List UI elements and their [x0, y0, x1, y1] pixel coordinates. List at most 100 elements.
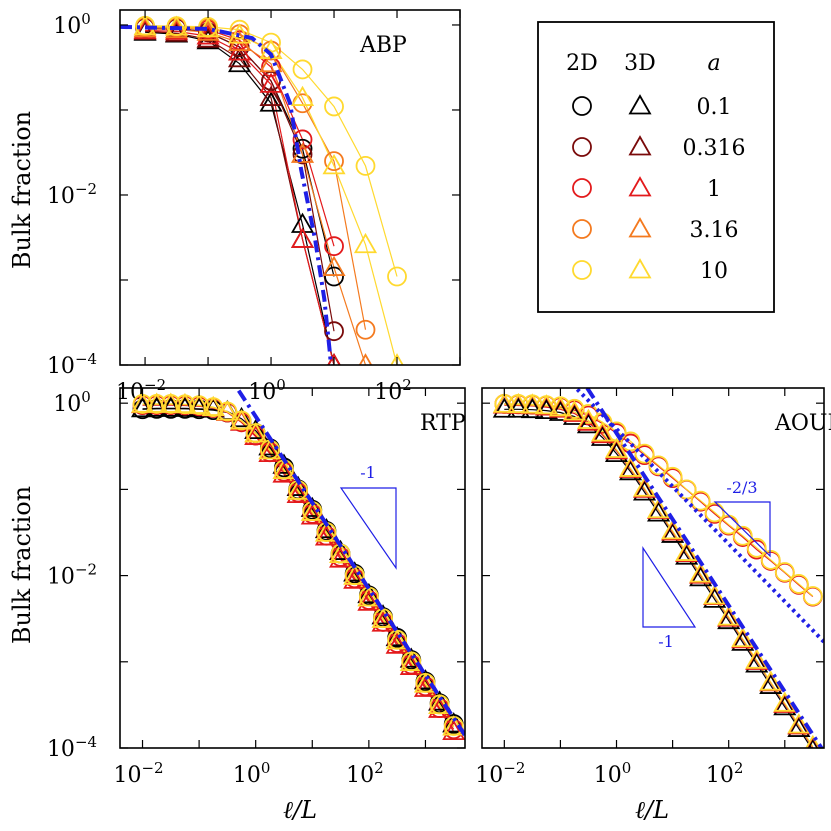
x-tick-label: 100 [248, 376, 286, 405]
data-point [788, 574, 809, 594]
series-line [142, 404, 455, 732]
slope-triangle [642, 545, 697, 628]
plot-area [492, 388, 824, 748]
data-point [590, 421, 615, 442]
y-tick-label: 100 [53, 10, 91, 39]
data-point [746, 537, 767, 558]
data-point [322, 255, 346, 276]
data-point [290, 85, 315, 106]
legend-box [537, 21, 775, 313]
x-tick-label: 102 [374, 376, 412, 405]
data-point [732, 525, 753, 546]
data-point [324, 96, 344, 117]
data-point [576, 408, 600, 429]
data-point [689, 566, 713, 587]
data-point [590, 425, 615, 446]
data-point [534, 394, 558, 415]
data-point [300, 504, 324, 525]
series-line [142, 407, 455, 725]
data-point [661, 522, 685, 543]
data-point [413, 676, 437, 697]
data-point [387, 266, 407, 287]
data-point [604, 437, 629, 458]
data-point [717, 608, 741, 630]
data-point [620, 431, 641, 452]
data-point [759, 673, 783, 694]
data-point [773, 695, 797, 716]
legend-value: 1 [707, 177, 721, 202]
panel-title: RTP [420, 411, 466, 436]
y-tick-label: 10−2 [47, 561, 97, 590]
data-point [773, 691, 797, 712]
data-point [324, 236, 344, 257]
data-point [258, 439, 282, 460]
slope-label: -1 [658, 632, 674, 651]
data-point [244, 422, 268, 443]
data-point [492, 397, 516, 418]
data-point [774, 562, 795, 582]
data-point [413, 672, 437, 693]
data-point [258, 441, 282, 463]
data-point [353, 232, 378, 254]
data-point [343, 568, 367, 589]
data-point [632, 480, 657, 501]
data-point [343, 564, 367, 585]
data-point [292, 138, 313, 159]
slope-label: -1 [360, 463, 376, 482]
theory-curve [120, 24, 333, 365]
data-point [802, 586, 823, 606]
data-point [717, 605, 741, 626]
data-point [760, 550, 781, 570]
legend-header-3d: 3D [624, 51, 656, 76]
x-tick-label: 10−2 [113, 759, 163, 788]
data-point [428, 697, 452, 718]
series-line [142, 403, 455, 727]
data-point [745, 648, 769, 669]
data-point [357, 586, 381, 607]
data-point [390, 353, 404, 365]
data-point [520, 397, 544, 419]
panel-title: AOUP [774, 411, 831, 436]
data-point [227, 51, 252, 73]
theory-curve [237, 389, 465, 737]
data-point [145, 392, 169, 413]
data-point [399, 650, 423, 671]
data-point [259, 85, 283, 106]
data-point [576, 413, 600, 434]
legend-marker-2d [572, 137, 592, 157]
series-line [504, 408, 813, 748]
legend-value: 10 [700, 259, 728, 284]
legend-marker-2d [572, 219, 592, 239]
legend-marker-2d [572, 96, 592, 116]
series-line [142, 408, 455, 725]
data-point [703, 584, 727, 605]
panel-title: ABP [359, 33, 407, 58]
data-point [259, 72, 283, 93]
data-point [286, 475, 310, 496]
data-point [324, 151, 344, 172]
data-point [329, 547, 353, 568]
data-point [355, 155, 376, 176]
slope-triangle [339, 487, 397, 570]
legend-marker-3d [628, 135, 652, 156]
data-point [675, 544, 699, 565]
data-point [322, 154, 346, 175]
plot-area [130, 389, 465, 740]
legend-header-2d: 2D [566, 51, 598, 76]
data-point [731, 630, 755, 651]
ylabel-top: Bulk fraction [8, 111, 36, 269]
legend: 2D 3D a 0.1 0.316 1 3.16 10 [537, 21, 775, 313]
slope-label: -2/3 [726, 478, 757, 497]
plot-area [120, 15, 407, 365]
legend-marker-3d [628, 258, 652, 279]
x-tick-label: 10−2 [475, 759, 525, 788]
data-point [520, 393, 544, 414]
series-line [145, 25, 367, 330]
data-point [787, 716, 811, 737]
legend-value: 0.1 [697, 95, 732, 120]
data-point [759, 670, 783, 691]
data-point [357, 590, 381, 611]
axes-frame [481, 387, 825, 749]
